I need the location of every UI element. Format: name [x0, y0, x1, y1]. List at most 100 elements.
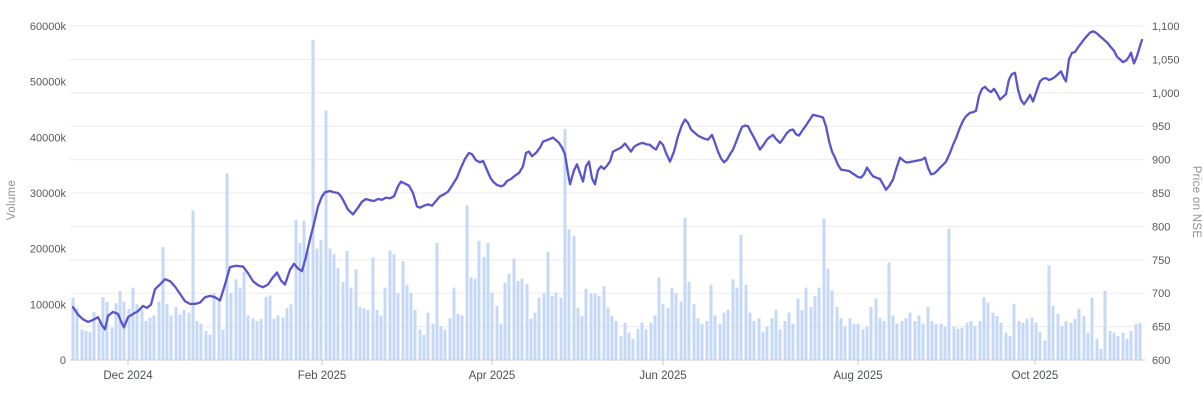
- volume-bar: [289, 304, 293, 360]
- volume-bar: [952, 326, 956, 360]
- volume-bar: [874, 298, 878, 360]
- volume-bar: [865, 326, 869, 360]
- volume-bar: [191, 210, 195, 360]
- volume-bar: [709, 284, 713, 360]
- volume-bar: [1008, 336, 1012, 360]
- volume-bar: [576, 307, 580, 360]
- volume-bar: [169, 315, 173, 360]
- right-tick-label: 750: [1152, 255, 1170, 267]
- volume-bar: [165, 304, 169, 360]
- volume-bar: [726, 309, 730, 360]
- volume-bar: [328, 248, 332, 360]
- volume-bar: [135, 304, 139, 360]
- volume-bar: [960, 327, 964, 360]
- volume-bar: [926, 307, 930, 360]
- volume-bar: [486, 243, 490, 360]
- volume-bar: [1004, 332, 1008, 360]
- volume-bar: [495, 306, 499, 360]
- volume-bar: [822, 218, 826, 360]
- volume-bar: [930, 321, 934, 360]
- left-tick-label: 60000k: [30, 21, 67, 33]
- volume-bar: [255, 321, 259, 360]
- volume-bar: [157, 301, 161, 360]
- volume-bar: [422, 334, 426, 360]
- volume-bar: [204, 331, 208, 360]
- volume-bar: [75, 308, 79, 360]
- volume-bar: [1012, 303, 1016, 360]
- volume-bar: [593, 293, 597, 360]
- volume-bar: [383, 287, 387, 360]
- x-axis-month-labels: Dec 2024 Feb 2025 Apr 2025 Jun 2025 Aug 2025…: [103, 370, 1058, 382]
- volume-bar: [752, 321, 756, 360]
- volume-bar: [644, 329, 648, 360]
- volume-bar: [507, 273, 511, 360]
- volume-bar: [843, 326, 847, 360]
- volume-bar: [1138, 322, 1142, 360]
- x-tick-label: Jun 2025: [639, 370, 686, 382]
- volume-bar: [182, 309, 186, 360]
- volume-bar: [679, 301, 683, 360]
- volume-bar: [409, 293, 413, 360]
- volume-bar: [465, 205, 469, 360]
- volume-bar: [765, 326, 769, 360]
- volume-bar: [264, 297, 268, 360]
- volume-bar: [882, 321, 886, 360]
- volume-bar: [281, 317, 285, 360]
- volume-bar: [804, 287, 808, 360]
- volume-bar: [554, 292, 558, 360]
- volume-bar: [610, 316, 614, 360]
- volume-bar: [127, 308, 131, 360]
- volume-bar: [469, 277, 473, 360]
- volume-bar: [251, 318, 255, 360]
- volume-bar: [887, 262, 891, 360]
- volume-bar: [826, 268, 830, 360]
- volume-bar: [1064, 321, 1068, 360]
- volume-bar: [148, 317, 152, 360]
- volume-bar: [800, 309, 804, 360]
- volume-bar: [572, 235, 576, 360]
- volume-bar: [319, 240, 323, 360]
- volume-bar: [623, 322, 627, 360]
- volume-bar: [413, 309, 417, 360]
- x-tick-label: Oct 2025: [1012, 370, 1059, 382]
- volume-bar: [770, 318, 774, 360]
- volume-bar: [830, 290, 834, 360]
- volume-bar: [140, 309, 144, 360]
- volume-bar: [1038, 332, 1042, 360]
- price-line: [71, 30, 1144, 331]
- volume-bar: [861, 329, 865, 360]
- volume-bar: [362, 308, 366, 360]
- volume-bar: [683, 217, 687, 360]
- volume-bar: [878, 318, 882, 360]
- volume-bar: [713, 315, 717, 360]
- volume-bar: [212, 293, 216, 360]
- right-axis-title: Price on NSE: [1190, 166, 1202, 239]
- left-axis-tick-labels: 0 10000k 20000k 30000k 40000k 50000k 60000k: [30, 21, 67, 367]
- volume-bar: [796, 298, 800, 360]
- volume-bar: [332, 254, 336, 360]
- volume-bar: [88, 332, 92, 360]
- volume-bar: [336, 268, 340, 360]
- volume-bar: [563, 128, 567, 360]
- volume-bar: [268, 295, 272, 360]
- volume-bar: [631, 338, 635, 360]
- right-tick-label: 800: [1152, 221, 1170, 233]
- volume-bar: [473, 278, 477, 360]
- volume-bar: [431, 323, 435, 360]
- volume-bar: [1134, 323, 1138, 360]
- volume-bar: [242, 272, 246, 360]
- volume-bar: [735, 287, 739, 360]
- volume-bar: [272, 318, 276, 360]
- left-tick-label: 40000k: [30, 132, 67, 144]
- volume-bar: [341, 282, 345, 360]
- volume-bar: [722, 312, 726, 360]
- volume-bar: [499, 323, 503, 360]
- volume-bar: [306, 251, 310, 360]
- volume-bar: [187, 312, 191, 360]
- volume-bar: [1095, 338, 1099, 360]
- volume-bar: [396, 293, 400, 360]
- left-axis-title: Volume: [6, 180, 18, 220]
- volume-bar: [448, 318, 452, 360]
